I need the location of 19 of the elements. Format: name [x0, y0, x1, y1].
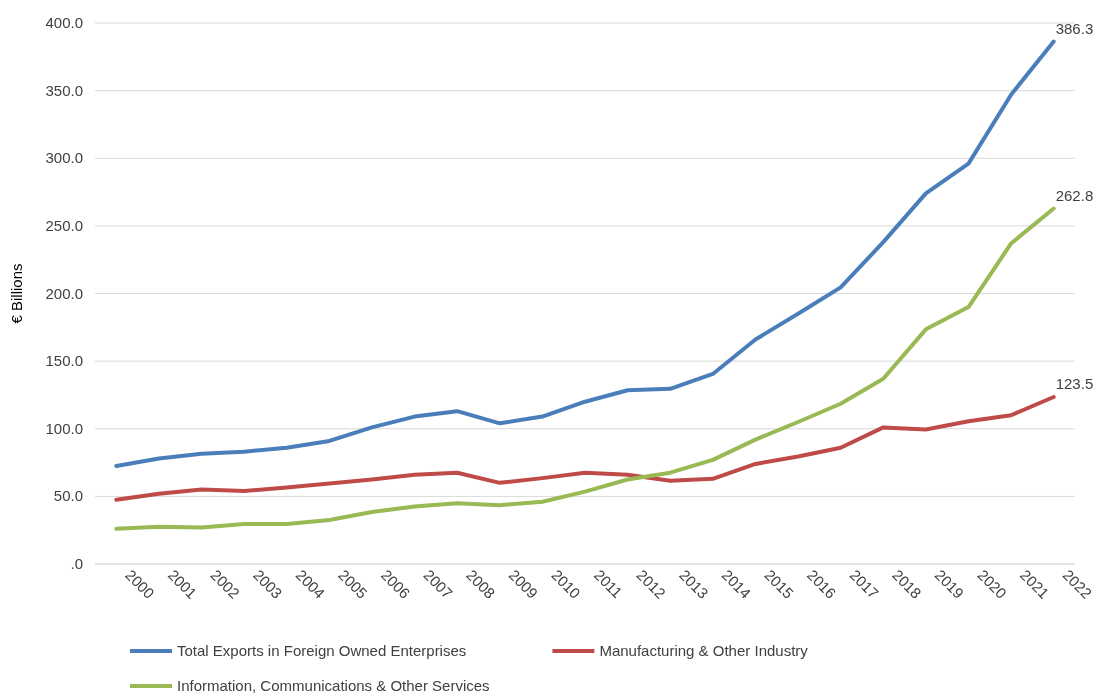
y-tick-label: 150.0: [45, 352, 83, 370]
y-tick-label: 350.0: [45, 81, 83, 99]
y-tick-label: 100.0: [45, 419, 83, 437]
line-series: [114, 206, 1056, 531]
y-tick-label: .0: [70, 555, 83, 572]
y-tick-label: 50.0: [53, 487, 83, 505]
data-label: 123.5: [1055, 374, 1094, 392]
legend-label: Information, Communications & Other Services: [177, 677, 490, 694]
legend-label: Manufacturing & Other Industry: [599, 642, 809, 659]
y-tick-label: 250.0: [45, 216, 83, 234]
line-series: [114, 394, 1056, 502]
data-label: 386.3: [1055, 19, 1094, 37]
y-axis-title: € Billions: [8, 263, 25, 324]
legend-label: Total Exports in Foreign Owned Enterprises: [177, 642, 467, 659]
y-tick-label: 400.0: [45, 14, 83, 31]
y-tick-label: 200.0: [45, 284, 83, 302]
line-series: [114, 39, 1056, 468]
y-tick-label: 300.0: [45, 149, 83, 167]
data-label: 262.8: [1055, 186, 1094, 204]
